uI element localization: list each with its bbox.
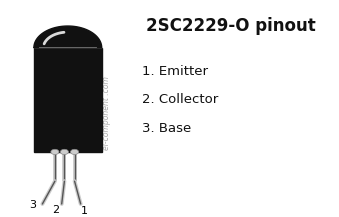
Bar (34, 48, 102, 152)
Text: 3. Base: 3. Base (142, 122, 192, 135)
Circle shape (71, 149, 79, 155)
Text: 3: 3 (29, 200, 36, 210)
Circle shape (60, 149, 68, 155)
Text: el-component .com: el-component .com (102, 76, 111, 150)
Text: 2. Collector: 2. Collector (142, 93, 219, 106)
Text: 1. Emitter: 1. Emitter (142, 65, 208, 78)
Text: 2SC2229-O pinout: 2SC2229-O pinout (146, 17, 315, 35)
Circle shape (51, 149, 59, 155)
Text: 2: 2 (52, 205, 59, 215)
Text: 1: 1 (81, 206, 88, 216)
Polygon shape (34, 26, 102, 48)
